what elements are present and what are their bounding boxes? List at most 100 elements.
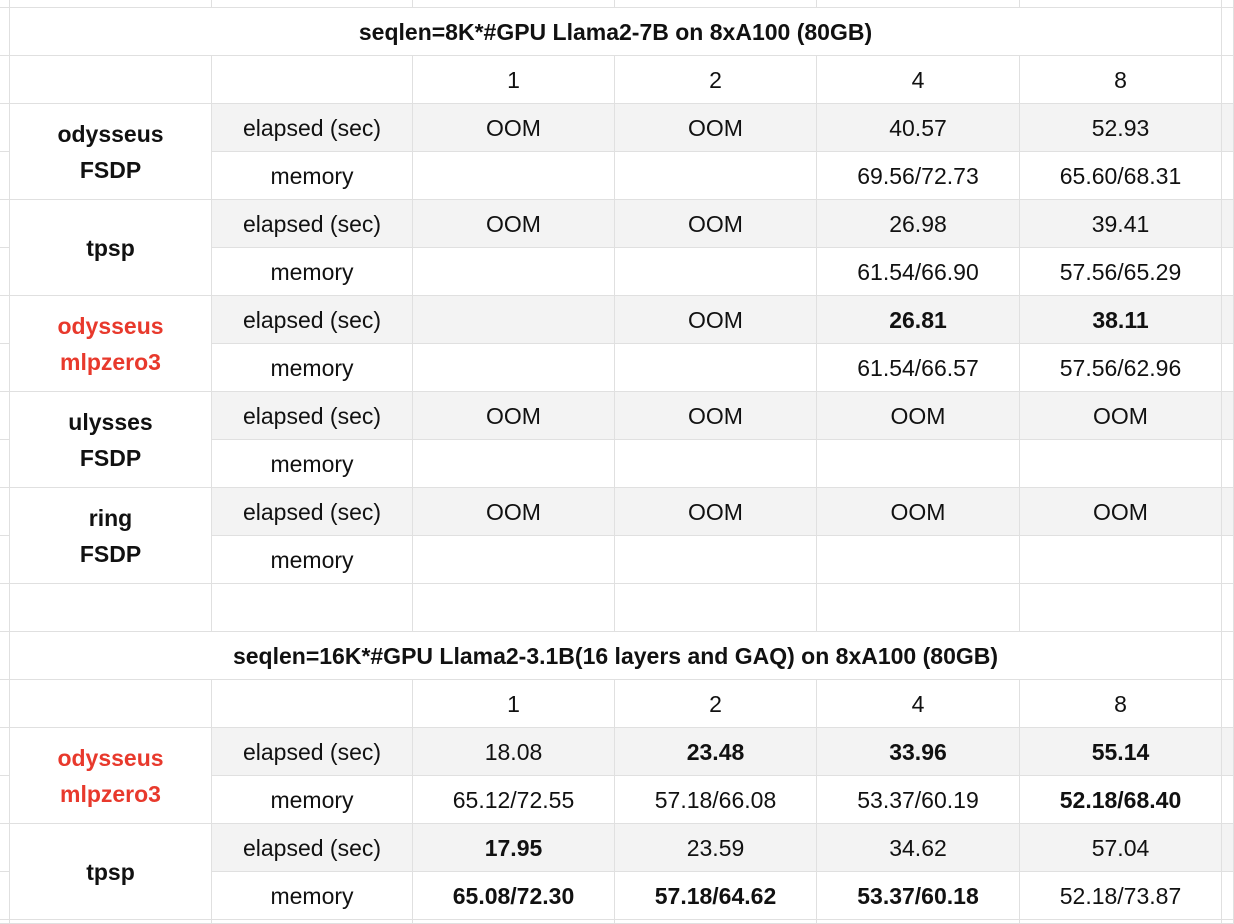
data-cell [1020, 536, 1222, 584]
empty-cell [615, 920, 817, 924]
data-cell [817, 440, 1020, 488]
column-header: 4 [911, 690, 925, 717]
empty-cell [10, 680, 212, 728]
cell-value: 53.37/60.19 [857, 786, 979, 813]
row-label: memory [270, 258, 354, 285]
cell-value: 23.59 [686, 834, 745, 861]
edge-cell [0, 248, 10, 296]
edge-cell [0, 56, 10, 104]
data-cell [413, 152, 615, 200]
column-header: 2 [709, 66, 722, 93]
cell-value: 17.95 [484, 834, 543, 861]
edge-cell [0, 488, 10, 536]
data-cell: 17.95 [413, 824, 615, 872]
cell-value: OOM [486, 498, 541, 525]
edge-cell [1222, 344, 1234, 392]
table-title: seqlen=16K*#GPU Llama2-3.1B(16 layers an… [10, 632, 1222, 680]
data-cell: 65.12/72.55 [413, 776, 615, 824]
column-header: 8 [1114, 690, 1127, 717]
cell-value: 61.54/66.57 [857, 354, 979, 381]
column-header: 8 [1020, 680, 1222, 728]
data-cell [817, 536, 1020, 584]
table-title: seqlen=16K*#GPU Llama2-3.1B(16 layers an… [232, 642, 999, 669]
column-header: 1 [413, 56, 615, 104]
group-label: odysseus mlpzero3 [10, 728, 212, 824]
cell-value: OOM [486, 210, 541, 237]
data-cell: 18.08 [413, 728, 615, 776]
edge-cell [1222, 440, 1234, 488]
cell-value: OOM [486, 114, 541, 141]
edge-cell [0, 440, 10, 488]
cell-value: 55.14 [1091, 738, 1150, 765]
data-cell: 61.54/66.57 [817, 344, 1020, 392]
data-cell [615, 248, 817, 296]
data-cell: 52.18/68.40 [1020, 776, 1222, 824]
data-cell: 40.57 [817, 104, 1020, 152]
cell-value: OOM [688, 306, 743, 333]
data-cell: 34.62 [817, 824, 1020, 872]
empty-cell [212, 920, 413, 924]
row-label: elapsed (sec) [242, 402, 382, 429]
cell-value: 26.81 [889, 306, 947, 333]
row-label: elapsed (sec) [242, 738, 382, 765]
edge-cell [0, 152, 10, 200]
empty-cell [0, 584, 10, 632]
edge-cell [1222, 8, 1234, 56]
row-label: elapsed (sec) [242, 834, 382, 861]
empty-cell [817, 0, 1020, 8]
row-label: memory [212, 152, 413, 200]
cell-value: 69.56/72.73 [857, 162, 979, 189]
group-name: mlpzero3 [60, 780, 161, 807]
data-cell: 26.81 [817, 296, 1020, 344]
edge-cell [0, 392, 10, 440]
data-cell [615, 152, 817, 200]
empty-cell [10, 584, 212, 632]
empty-cell [1020, 0, 1222, 8]
group-label: odysseus FSDP [10, 104, 212, 200]
cell-value: OOM [486, 402, 541, 429]
group-name: tpsp [86, 234, 135, 261]
row-label: memory [212, 872, 413, 920]
cell-value: OOM [1093, 402, 1148, 429]
table-title: seqlen=8K*#GPU Llama2-7B on 8xA100 (80GB… [358, 18, 873, 45]
column-header: 4 [817, 56, 1020, 104]
data-cell: 57.04 [1020, 824, 1222, 872]
group-label: ulysses FSDP [10, 392, 212, 488]
data-cell: OOM [615, 392, 817, 440]
edge-cell [1222, 56, 1234, 104]
edge-cell [1222, 248, 1234, 296]
edge-cell [1222, 488, 1234, 536]
group-name: odysseus [57, 744, 164, 771]
empty-cell [615, 584, 817, 632]
edge-cell [1222, 392, 1234, 440]
cell-value: 57.18/64.62 [654, 882, 777, 909]
cell-value: 39.41 [1091, 210, 1150, 237]
edge-cell [1222, 200, 1234, 248]
data-cell [615, 344, 817, 392]
row-label: memory [270, 546, 354, 573]
row-label: memory [212, 536, 413, 584]
group-label: tpsp [10, 200, 212, 296]
cell-value: 57.18/66.08 [654, 786, 777, 813]
data-cell [413, 296, 615, 344]
column-header: 8 [1114, 66, 1127, 93]
cell-value: OOM [688, 498, 743, 525]
edge-cell [1222, 776, 1234, 824]
cell-value: 65.12/72.55 [452, 786, 575, 813]
edge-cell [0, 536, 10, 584]
data-cell: 38.11 [1020, 296, 1222, 344]
empty-cell [10, 920, 212, 924]
data-cell: 65.60/68.31 [1020, 152, 1222, 200]
group-name: FSDP [79, 444, 142, 471]
empty-cell [1020, 584, 1222, 632]
group-label: odysseus mlpzero3 [10, 296, 212, 392]
data-cell: 33.96 [817, 728, 1020, 776]
data-cell: OOM [413, 488, 615, 536]
column-header: 1 [507, 690, 520, 717]
row-label: elapsed (sec) [242, 306, 382, 333]
data-cell [413, 248, 615, 296]
edge-cell [0, 680, 10, 728]
data-cell [413, 440, 615, 488]
empty-cell [212, 56, 413, 104]
